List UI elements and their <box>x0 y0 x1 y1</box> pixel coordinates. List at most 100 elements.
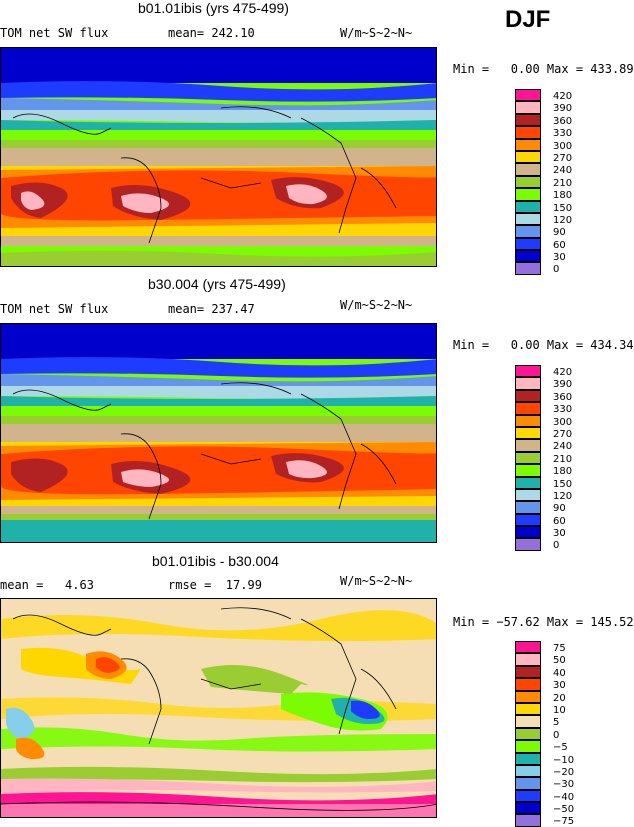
legend-swatch <box>515 789 541 803</box>
legend-label: 0 <box>553 729 560 741</box>
legend-swatch <box>515 365 541 378</box>
legend-swatch <box>515 138 541 151</box>
legend-label: 360 <box>553 391 573 403</box>
legend-swatch <box>515 225 541 238</box>
legend-swatch <box>515 237 541 251</box>
legend-swatch <box>515 389 541 403</box>
legend-swatch <box>515 113 541 127</box>
legend-swatch <box>515 764 541 778</box>
legend-label: 180 <box>553 466 573 478</box>
panel-1-minmax: Min = 0.00 Max = 433.89 <box>453 62 634 76</box>
legend-swatch <box>515 163 541 176</box>
legend-swatch <box>515 653 541 666</box>
legend-label: 10 <box>553 704 566 716</box>
legend-label: 330 <box>553 404 573 416</box>
panel-1-mean: mean= 242.10 <box>168 26 255 40</box>
legend-label: 270 <box>553 152 573 164</box>
legend-label: −10 <box>553 754 575 766</box>
legend-swatch <box>515 740 541 753</box>
legend-swatch <box>515 414 541 427</box>
legend-swatch <box>515 426 541 440</box>
legend-swatch <box>515 501 541 514</box>
legend-label: 300 <box>553 140 573 152</box>
legend-swatch <box>515 212 541 226</box>
legend-swatch <box>515 175 541 189</box>
legend-swatch <box>515 526 541 539</box>
legend-label: 180 <box>553 190 573 202</box>
legend-swatch <box>515 200 541 213</box>
legend-swatch <box>515 538 541 551</box>
panel-3-rmse: rmse = 17.99 <box>168 578 262 592</box>
legend-label: 40 <box>553 667 566 679</box>
panel-2-minmax: Min = 0.00 Max = 434.34 <box>453 338 634 352</box>
legend-label: 90 <box>553 503 566 515</box>
legend-label: 30 <box>553 528 566 540</box>
legend-swatch <box>515 678 541 691</box>
legend-label: 5 <box>553 717 560 729</box>
panel-2-units: W/m~S~2~N~ <box>340 298 413 312</box>
legend-swatch <box>515 250 541 263</box>
legend-label: −30 <box>553 779 575 791</box>
panel-1-units: W/m~S~2~N~ <box>340 26 413 40</box>
legend-label: 120 <box>553 490 573 502</box>
legend-swatch <box>515 439 541 452</box>
legend-swatch <box>515 262 541 275</box>
legend-label: 240 <box>553 441 573 453</box>
panel-3-title: b01.01ibis - b30.004 <box>152 553 279 569</box>
legend-swatch <box>515 126 541 139</box>
panel-3-legend: 75 50 40 30 20 10 5 0 −5 −10 −20 −30 −40… <box>515 641 574 827</box>
legend-swatch <box>515 402 541 415</box>
legend-swatch <box>515 188 541 201</box>
legend-swatch <box>515 702 541 716</box>
legend-label: 30 <box>553 680 566 692</box>
panel-2-mean: mean= 237.47 <box>168 302 255 316</box>
legend-swatch <box>515 89 541 102</box>
panel-2-variable: TOM net SW flux <box>0 302 109 316</box>
legend-swatch <box>515 150 541 164</box>
panel-3-units: W/m~S~2~N~ <box>340 574 413 588</box>
legend-label: 75 <box>553 643 566 654</box>
legend-label: 60 <box>553 515 566 527</box>
legend-swatch <box>515 814 541 827</box>
legend-swatch <box>515 101 541 114</box>
legend-swatch <box>515 727 541 741</box>
legend-swatch <box>515 777 541 790</box>
legend-label: −40 <box>553 791 575 803</box>
legend-swatch <box>515 802 541 815</box>
panel-3-map <box>0 598 437 818</box>
legend-label: −75 <box>553 816 575 827</box>
panel-3-minmax: Min = −57.62 Max = 145.52 <box>453 615 634 629</box>
legend-label: 240 <box>553 165 573 177</box>
legend-label: 300 <box>553 416 573 428</box>
legend-swatch <box>515 476 541 489</box>
legend-label: 60 <box>553 239 566 251</box>
legend-swatch <box>515 690 541 703</box>
legend-swatch <box>515 752 541 765</box>
legend-label: 330 <box>553 128 573 140</box>
legend-label: 420 <box>553 367 573 378</box>
legend-label: −50 <box>553 804 575 816</box>
legend-swatch <box>515 665 541 679</box>
panel-1-map <box>0 47 437 267</box>
panel-1-variable: TOM net SW flux <box>0 26 109 40</box>
legend-label: 360 <box>553 115 573 127</box>
legend-label: −20 <box>553 766 575 778</box>
legend-swatch <box>515 641 541 654</box>
legend-label: 270 <box>553 428 573 440</box>
legend-label: 0 <box>553 540 560 552</box>
legend-label: 150 <box>553 202 573 214</box>
legend-label: 390 <box>553 379 573 391</box>
legend-label: 0 <box>553 264 560 276</box>
panel-2-map <box>0 323 437 543</box>
legend-label: 150 <box>553 478 573 490</box>
season-label: DJF <box>505 6 551 33</box>
legend-label: 30 <box>553 252 566 264</box>
panel-1-title: b01.01ibis (yrs 475-499) <box>138 0 289 16</box>
panel-2-title: b30.004 (yrs 475-499) <box>148 276 286 292</box>
panel-3-mean: mean = 4.63 <box>0 578 94 592</box>
legend-label: −5 <box>553 742 568 754</box>
legend-label: 420 <box>553 91 573 102</box>
legend-label: 50 <box>553 655 566 667</box>
legend-label: 120 <box>553 214 573 226</box>
legend-label: 210 <box>553 177 573 189</box>
